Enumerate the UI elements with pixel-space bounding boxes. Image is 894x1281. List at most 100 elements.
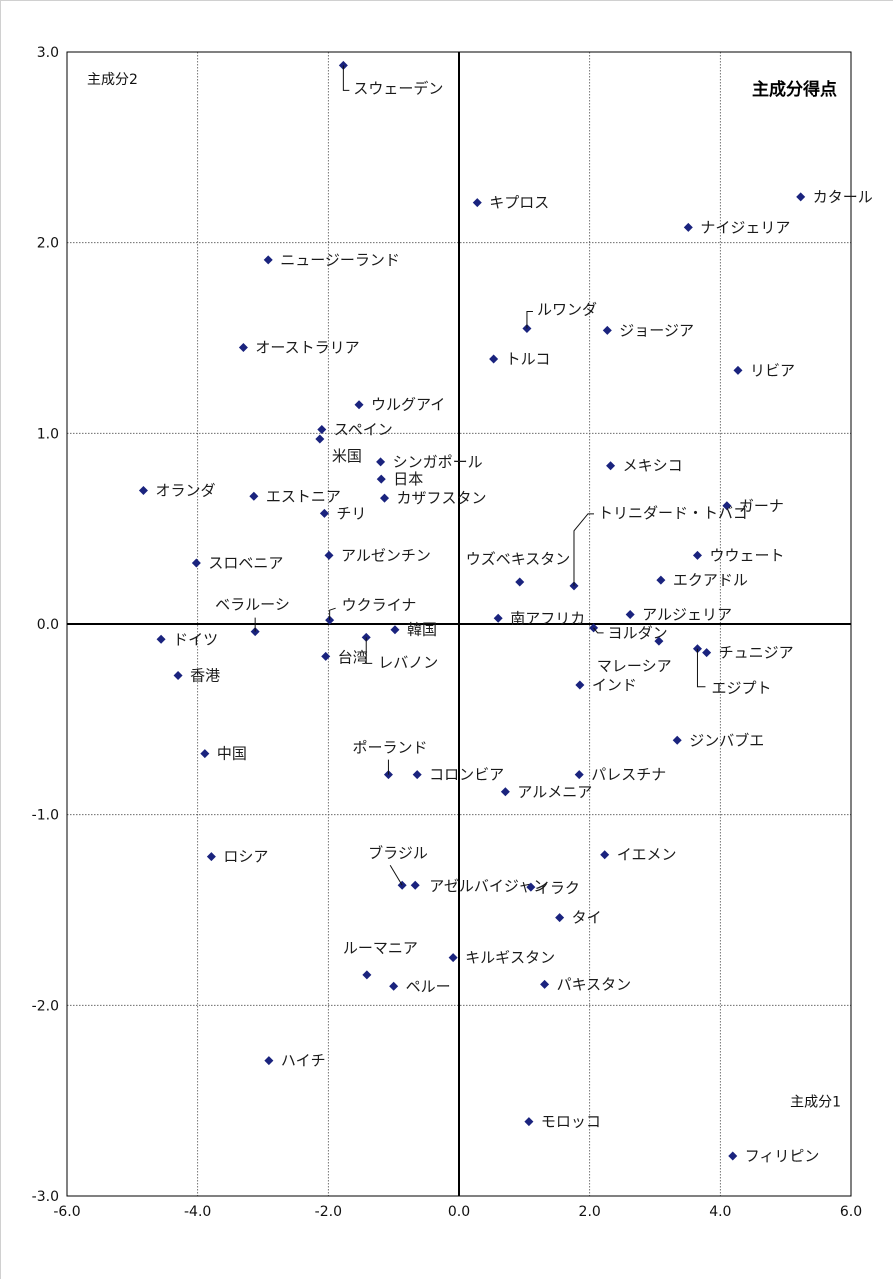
- data-point: アゼルバイジャン: [410, 877, 548, 895]
- point-label: ベラルーシ: [215, 596, 290, 614]
- data-point: シンガポール: [376, 453, 483, 471]
- leader-line: [389, 864, 403, 886]
- data-point: キルギスタン: [448, 949, 555, 967]
- diamond-marker: [722, 501, 732, 511]
- data-point: パレスチナ: [574, 766, 666, 784]
- data-point: 韓国: [390, 621, 437, 639]
- diamond-marker: [692, 550, 702, 560]
- diamond-marker: [390, 625, 400, 635]
- diamond-marker: [683, 222, 693, 232]
- axes: [66, 51, 852, 1197]
- point-label: コロンビア: [429, 766, 504, 784]
- point-label: キルギスタン: [465, 949, 555, 967]
- point-label: 日本: [393, 470, 423, 488]
- point-label: ウズベキスタン: [466, 550, 571, 568]
- diamond-marker: [526, 882, 536, 892]
- data-point: イラク: [526, 879, 580, 897]
- point-label: パレスチナ: [591, 766, 666, 784]
- data-point: ガーナ: [722, 497, 784, 515]
- x-axis-label: 主成分1: [790, 1095, 841, 1111]
- point-label: スペイン: [334, 421, 393, 439]
- data-point: ニュージーランド: [263, 251, 400, 269]
- data-point: 香港: [173, 666, 220, 684]
- data-point: トルコ: [489, 350, 550, 368]
- data-point: トリニダード・トバゴ: [569, 504, 748, 591]
- point-label: イラク: [535, 879, 580, 897]
- diamond-marker: [354, 400, 364, 410]
- y-axis-label: 主成分2: [87, 72, 138, 88]
- diamond-marker: [702, 648, 712, 658]
- point-label: トリニダード・トバゴ: [598, 504, 748, 522]
- point-label: フィリピン: [745, 1147, 820, 1165]
- data-point: スロベニア: [191, 554, 283, 572]
- data-point: 米国: [315, 434, 362, 465]
- point-label: ジンバブエ: [689, 731, 764, 749]
- data-point: キプロス: [472, 194, 549, 212]
- point-label: 香港: [190, 666, 220, 684]
- point-label: カザフスタン: [397, 489, 487, 507]
- point-label: タイ: [572, 909, 602, 927]
- diamond-marker: [324, 550, 334, 560]
- diamond-marker: [410, 880, 420, 890]
- data-point: ウクライナ: [325, 596, 416, 625]
- leader-line: [593, 627, 604, 634]
- x-tick-label: 2.0: [579, 1204, 601, 1220]
- diamond-marker: [472, 198, 482, 208]
- x-tick-label: 6.0: [840, 1204, 862, 1220]
- data-point: エストニア: [249, 487, 341, 505]
- point-label: パキスタン: [557, 975, 632, 993]
- point-label: 南アフリカ: [510, 609, 585, 627]
- leader-line: [329, 607, 336, 621]
- diamond-marker: [654, 636, 664, 646]
- diamond-marker: [500, 787, 510, 797]
- chart-title: 主成分得点: [752, 79, 837, 100]
- point-label: チリ: [336, 504, 366, 522]
- point-label: ブラジル: [368, 844, 428, 862]
- data-point: マレーシア: [597, 636, 672, 675]
- leader-line: [573, 513, 594, 586]
- point-label: ジョージア: [619, 321, 694, 339]
- point-label: ヨルダン: [608, 624, 668, 642]
- data-point: カザフスタン: [380, 489, 487, 507]
- x-tick-label: -4.0: [184, 1204, 211, 1220]
- diamond-marker: [656, 575, 666, 585]
- data-point: ウズベキスタン: [466, 550, 571, 587]
- point-label: チュニジア: [719, 644, 794, 662]
- data-point: ハイチ: [264, 1052, 326, 1070]
- x-tick-label: -6.0: [53, 1204, 80, 1220]
- diamond-marker: [206, 852, 216, 862]
- data-point: 日本: [376, 470, 423, 488]
- point-label: ポーランド: [352, 739, 427, 757]
- y-tick-label: 3.0: [37, 45, 59, 61]
- data-point: オーストラリア: [238, 339, 360, 357]
- data-point: ナイジェリア: [683, 218, 790, 236]
- data-point: スウェーデン: [338, 60, 443, 97]
- diamond-marker: [515, 577, 525, 587]
- y-tick-label: -3.0: [32, 1189, 59, 1205]
- diamond-marker: [489, 354, 499, 364]
- point-label: レバノン: [378, 653, 438, 671]
- point-label: ルワンダ: [537, 300, 597, 318]
- point-label: オーストラリア: [255, 339, 359, 357]
- data-point: リビア: [733, 361, 795, 379]
- data-point: ポーランド: [352, 739, 427, 780]
- data-point: ドイツ: [156, 630, 218, 648]
- point-label: エジプト: [711, 679, 771, 697]
- diamond-marker: [540, 979, 550, 989]
- diamond-marker: [264, 1056, 274, 1066]
- x-tick-label: 0.0: [448, 1204, 470, 1220]
- data-point: メキシコ: [606, 457, 683, 475]
- data-point: アルメニア: [500, 783, 592, 801]
- data-point: ルワンダ: [522, 300, 597, 333]
- diamond-marker: [625, 609, 635, 619]
- diamond-marker: [575, 680, 585, 690]
- x-tick-label: -2.0: [315, 1204, 342, 1220]
- point-label: リビア: [750, 361, 795, 379]
- diamond-marker: [389, 981, 399, 991]
- point-label: メキシコ: [623, 457, 683, 475]
- data-point: 中国: [200, 745, 247, 763]
- leader-line: [526, 310, 533, 329]
- point-label: マレーシア: [597, 657, 672, 675]
- point-label: アルジェリア: [642, 605, 732, 623]
